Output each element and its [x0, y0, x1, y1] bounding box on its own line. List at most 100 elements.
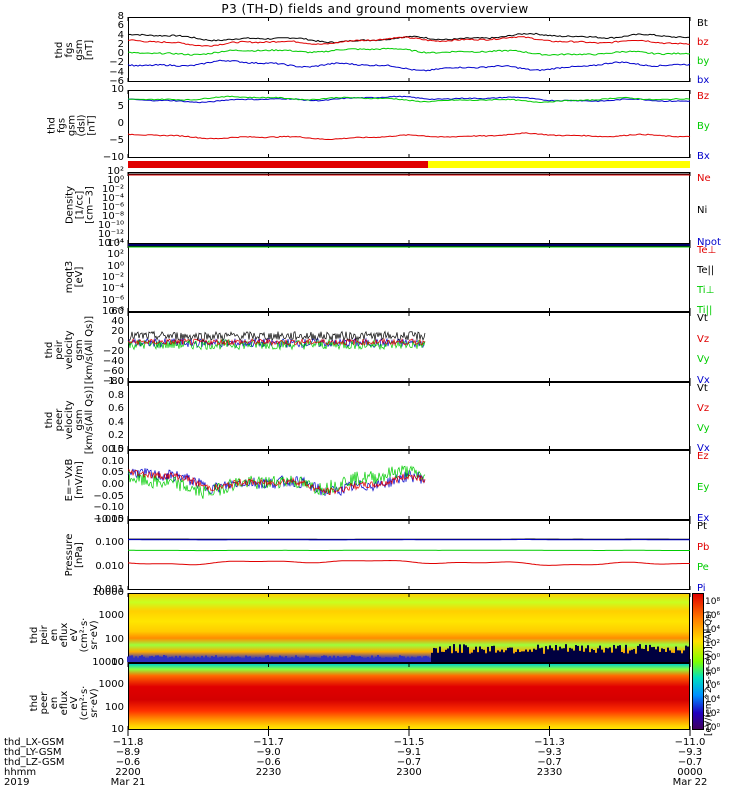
- ytick-efield: −0.15: [93, 514, 124, 525]
- legend-fgs_gsm-1: bz: [697, 37, 709, 48]
- ytick-fgs_dsl: 5: [117, 101, 124, 112]
- legend-temp-1: Te||: [697, 265, 715, 276]
- legend-density-0: Ne: [697, 173, 711, 184]
- ytick-density: 10⁻¹⁴: [97, 238, 124, 249]
- ytick-temp: 10⁻²: [101, 272, 124, 283]
- ytick-density: 10²: [107, 166, 124, 177]
- ytick-efield: 0.15: [101, 444, 124, 455]
- legend-temp-3: Ti||: [697, 305, 713, 316]
- footer-value: −8.9: [115, 747, 141, 758]
- ytick-density: 10⁻¹⁰: [97, 220, 124, 231]
- ytick-density: 10⁻²: [101, 184, 124, 195]
- ytick-pressure: 0.001: [95, 584, 124, 595]
- footer-value: Mar 22: [672, 777, 708, 788]
- legend-efield-0: Ez: [697, 451, 709, 462]
- ytick-fgs_gsm: 8: [117, 11, 124, 22]
- footer-value: −11.3: [534, 737, 565, 748]
- legend-fgs_dsl-0: Bz: [697, 91, 710, 102]
- ytick-peer_vel: 0.0: [108, 444, 124, 455]
- footer-value: −9.1: [396, 747, 422, 758]
- footer-value: −0.6: [256, 757, 281, 768]
- colorbar-tick: 10⁶: [705, 681, 721, 691]
- series-Vy: [127, 338, 426, 351]
- ytick-peir_vel: 60: [111, 306, 124, 317]
- ytick-peer_vel: 1.0: [108, 376, 124, 387]
- panel-temperature: [128, 244, 690, 312]
- ytick-fgs_gsm: 0: [117, 48, 124, 60]
- colorbar-tick: 10⁴: [705, 695, 721, 705]
- panel-peir-spectrogram: [128, 593, 690, 663]
- series-Ey: [127, 465, 426, 499]
- legend-efield-1: Ey: [697, 482, 710, 493]
- ytick-efield: 0.10: [101, 455, 124, 467]
- series-Bt: [127, 32, 691, 44]
- legend-density-2: Npot: [697, 237, 721, 248]
- footer-value: −0.7: [677, 757, 703, 768]
- ytick-fgs_gsm: −6: [109, 76, 124, 87]
- footer-value: −11.0: [674, 737, 706, 748]
- footer-row-label: 2019: [4, 777, 30, 788]
- page-title: P3 (TH-D) fields and ground moments over…: [221, 2, 529, 16]
- legend-density-1: Ni: [697, 205, 708, 216]
- footer-value: 0000: [677, 767, 703, 778]
- ytick-peir_vel: −80: [102, 376, 124, 387]
- series-Pb: [127, 559, 690, 566]
- ytick-pressure: 0.100: [95, 537, 124, 549]
- footer-value: 2300: [396, 767, 422, 778]
- series-Bx: [127, 132, 691, 141]
- ytick-temp: 10⁻⁴: [101, 283, 124, 295]
- ytick-efield: 0.00: [101, 479, 124, 490]
- footer-value: 2330: [536, 767, 563, 778]
- series-Bz: [127, 95, 691, 104]
- ytick-peir_spec: 100: [104, 633, 124, 645]
- colorbar-tick: 10⁰: [705, 653, 721, 663]
- ytick-peer_vel: 0.2: [108, 430, 124, 442]
- footer-value: −9.3: [537, 747, 562, 758]
- footer-value: −9.0: [256, 747, 281, 758]
- legend-pressure-3: Pi: [697, 583, 706, 594]
- colorbar-tick: 10⁸: [705, 597, 721, 607]
- ytick-peer_spec: 10000: [92, 657, 124, 668]
- footer-value: −0.7: [537, 757, 562, 768]
- legend-peir_vel-2: Vy: [697, 354, 710, 366]
- series-Vt: [127, 330, 426, 342]
- ytick-peir_vel: 0: [117, 336, 124, 347]
- ytick-peir_spec: 1000: [98, 610, 124, 622]
- footer-row-label: hhmm: [4, 767, 37, 778]
- panel-peer-velocity: [128, 382, 690, 450]
- ytick-peir_vel: −20: [102, 346, 124, 357]
- footer-value: Mar 21: [110, 777, 146, 788]
- series-By: [127, 95, 691, 104]
- colorbar-tick: 10²: [705, 639, 721, 649]
- ytick-peir_vel: −60: [102, 366, 124, 377]
- legend-pressure-0: Pt: [697, 521, 707, 532]
- ytick-temp: 10⁰: [107, 260, 124, 272]
- legend-fgs_gsm-2: by: [697, 56, 710, 67]
- ytick-temp: 10⁴: [107, 238, 124, 249]
- colorbar: [692, 593, 704, 730]
- footer-value: −11.8: [112, 737, 144, 748]
- ytick-density: 10⁻⁶: [101, 202, 124, 213]
- colorbar-tick: 10²: [705, 709, 721, 719]
- footer-row-label: thd_LX-GSM: [4, 737, 65, 748]
- colorbar-tick: 10⁸: [705, 667, 721, 677]
- series-bz: [127, 36, 690, 47]
- ytick-peir_vel: 40: [111, 316, 124, 327]
- legend-peir_vel-1: Vz: [697, 333, 710, 345]
- footer-row-label: thd_LY-GSM: [4, 747, 62, 758]
- ytick-peer_vel: 0.8: [108, 389, 124, 401]
- legend-fgs_dsl-2: Bx: [697, 151, 710, 162]
- footer-value: −9.3: [677, 747, 703, 758]
- legend-peer_vel-2: Vy: [697, 423, 710, 434]
- ytick-peer_vel: 0.6: [108, 403, 124, 415]
- legend-fgs_dsl-1: By: [697, 121, 710, 132]
- legend-pressure-1: Pb: [697, 541, 710, 553]
- ytick-peer_vel: 0.4: [108, 416, 124, 428]
- ytick-fgs_dsl: 10: [111, 84, 124, 95]
- ytick-peer_spec: 10: [111, 724, 124, 735]
- ytick-fgs_gsm: −2: [109, 57, 124, 69]
- ytick-efield: −0.05: [93, 490, 124, 502]
- ytick-fgs_gsm: −4: [109, 66, 124, 78]
- ytick-density: 10⁻¹²: [97, 229, 124, 240]
